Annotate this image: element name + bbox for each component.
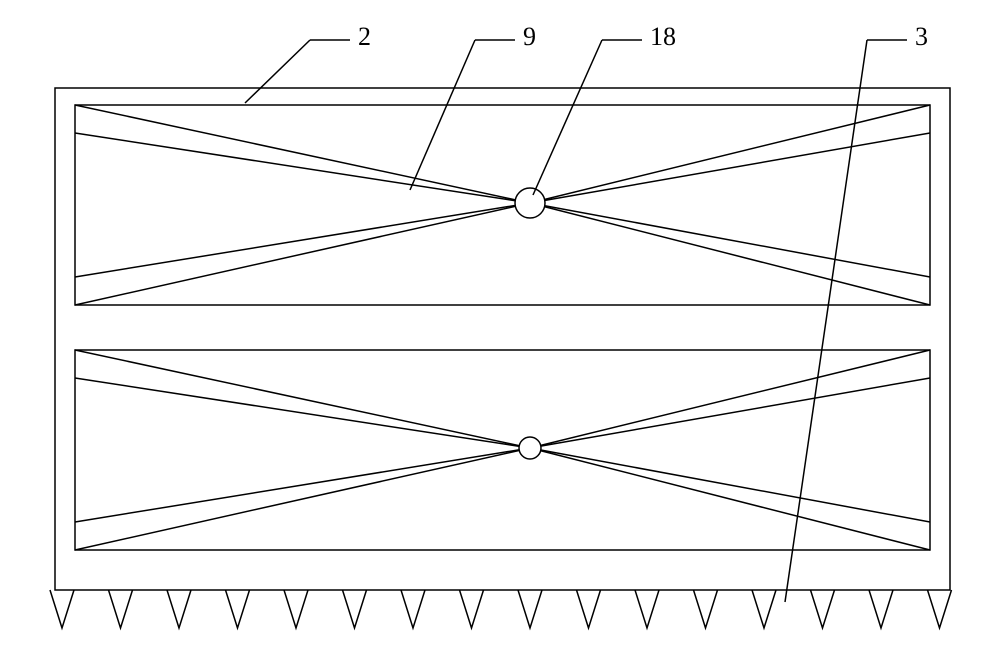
- label-2-leader: [245, 40, 310, 103]
- tooth: [577, 590, 601, 628]
- technical-diagram: 2 9 18 3: [0, 0, 1000, 656]
- tooth: [343, 590, 367, 628]
- tooth: [167, 590, 191, 628]
- center-circle: [519, 437, 541, 459]
- tooth: [635, 590, 659, 628]
- tooth: [694, 590, 718, 628]
- panel-frame: [75, 105, 930, 305]
- tooth: [284, 590, 308, 628]
- tooth: [869, 590, 893, 628]
- tooth: [50, 590, 74, 628]
- tooth: [460, 590, 484, 628]
- label-2: 2: [358, 22, 371, 51]
- tooth: [752, 590, 776, 628]
- tooth: [401, 590, 425, 628]
- center-circle: [515, 188, 545, 218]
- label-3-leader: [785, 40, 867, 602]
- label-18-leader: [533, 40, 602, 195]
- label-9-leader: [410, 40, 475, 190]
- label-18: 18: [650, 22, 676, 51]
- outer-frame: [55, 88, 950, 590]
- label-9: 9: [523, 22, 536, 51]
- tooth: [109, 590, 133, 628]
- tooth: [928, 590, 952, 628]
- panel-0: [75, 105, 930, 305]
- label-3: 3: [915, 22, 928, 51]
- tooth: [518, 590, 542, 628]
- panel-1: [75, 350, 930, 550]
- tooth: [811, 590, 835, 628]
- tooth: [226, 590, 250, 628]
- panel-frame: [75, 350, 930, 550]
